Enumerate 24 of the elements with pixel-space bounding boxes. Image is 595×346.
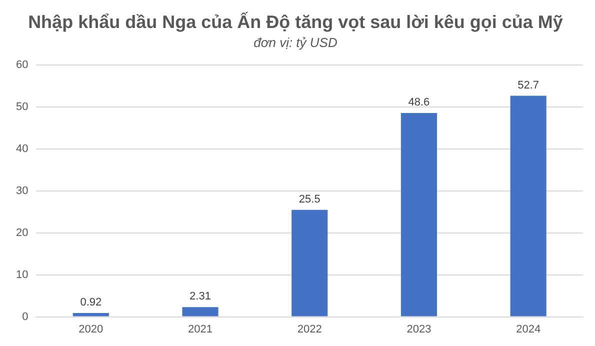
y-tick-label: 20 bbox=[16, 226, 28, 239]
data-label: 25.5 bbox=[298, 193, 320, 206]
chart-title: Nhập khẩu dầu Nga của Ấn Độ tăng vọt sau lời kêu gọi của Mỹ bbox=[28, 10, 563, 32]
y-tick-label: 50 bbox=[16, 101, 28, 114]
y-tick-label: 0 bbox=[22, 310, 28, 323]
x-tick-label: 2021 bbox=[188, 323, 213, 336]
bar bbox=[182, 307, 218, 316]
y-tick-label: 60 bbox=[16, 59, 28, 72]
x-tick-label: 2022 bbox=[297, 323, 322, 336]
data-label: 52.7 bbox=[518, 79, 540, 92]
x-tick-label: 2020 bbox=[78, 323, 104, 336]
bar bbox=[292, 210, 328, 316]
y-tick-label: 30 bbox=[16, 185, 28, 198]
x-tick-label: 2024 bbox=[516, 323, 541, 336]
bar bbox=[72, 312, 109, 316]
chart-subtitle: đơn vị: tỷ USD bbox=[254, 35, 338, 50]
data-label: 0.92 bbox=[80, 296, 102, 308]
bar bbox=[400, 113, 438, 316]
data-label: 48.6 bbox=[408, 96, 430, 109]
bar bbox=[510, 96, 546, 316]
x-tick-label: 2023 bbox=[406, 323, 432, 336]
data-label: 2.31 bbox=[190, 290, 211, 303]
y-tick-label: 10 bbox=[16, 268, 28, 281]
y-tick-label: 40 bbox=[16, 143, 28, 156]
